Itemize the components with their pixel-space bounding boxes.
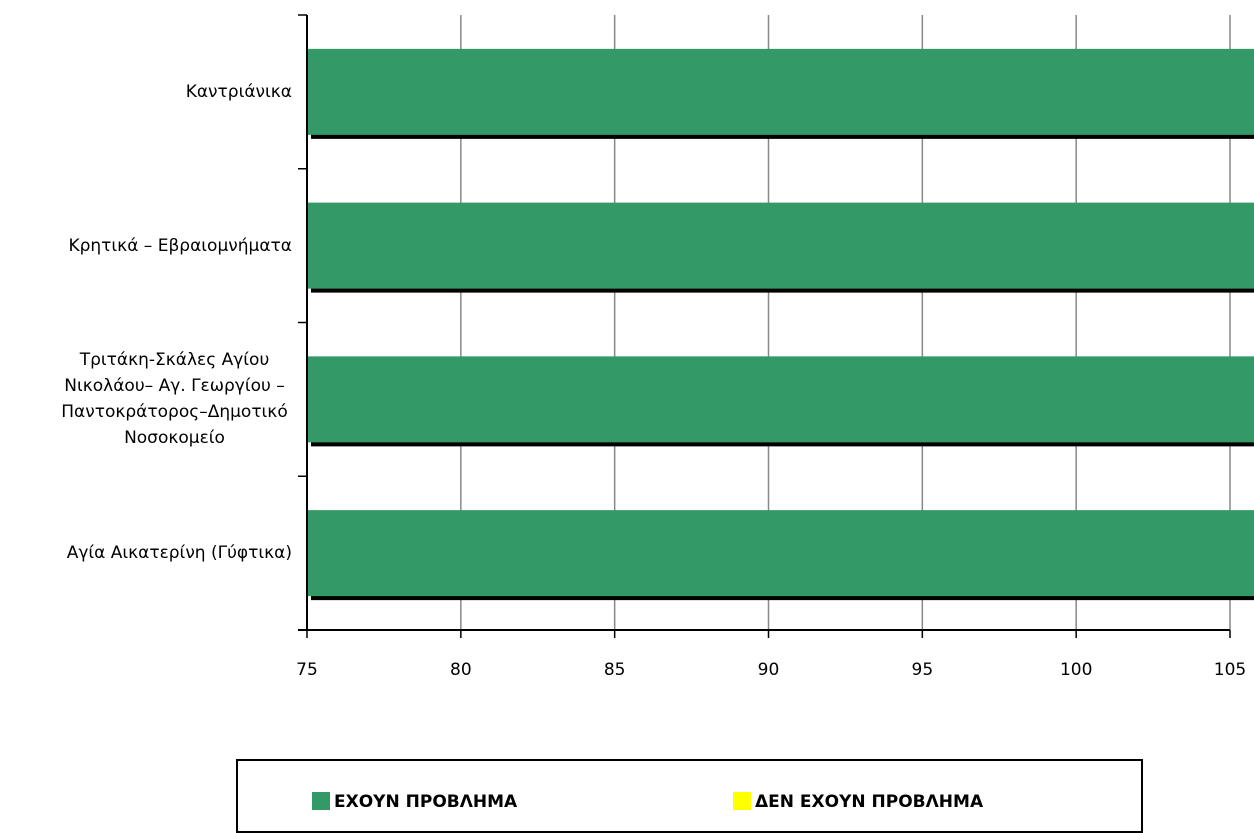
- legend-box: [236, 759, 1143, 833]
- category-label: Αγία Αικατερίνη (Γύφτικα): [67, 540, 292, 566]
- x-tick-label: 75: [296, 660, 318, 680]
- bar-segment: [307, 510, 1254, 597]
- x-tick-label: 95: [912, 660, 934, 680]
- category-label: Τριτάκη-Σκάλες Αγίου Νικολάου– Αγ. Γεωργ…: [57, 347, 292, 451]
- legend-label: ΕΧΟΥΝ ΠΡΟΒΛΗΜΑ: [334, 792, 518, 812]
- category-label: Καντριάνικα: [186, 79, 292, 105]
- category-label-text: Καντριάνικα: [185, 81, 292, 102]
- category-label: Κρητικά – Εβραιομνήματα: [68, 233, 292, 259]
- category-label-text: Αγία Αικατερίνη (Γύφτικα): [66, 543, 292, 564]
- x-tick-label: 105: [1214, 660, 1246, 680]
- x-tick-label: 90: [758, 660, 780, 680]
- category-label-text: Κρητικά – Εβραιομνήματα: [68, 235, 292, 256]
- x-tick-label: 80: [450, 660, 472, 680]
- x-tick-label: 85: [604, 660, 626, 680]
- bar-segment: [307, 356, 1254, 443]
- x-tick-label: 100: [1060, 660, 1092, 680]
- bar-segment: [307, 48, 1254, 135]
- bar-segment: [307, 202, 1254, 289]
- legend-label: ΔΕΝ ΕΧΟΥΝ ΠΡΟΒΛΗΜΑ: [755, 792, 984, 812]
- legend-swatch: [733, 792, 751, 810]
- legend-swatch: [312, 792, 330, 810]
- category-label-text: Τριτάκη-Σκάλες Αγίου Νικολάου– Αγ. Γεωργ…: [61, 350, 288, 449]
